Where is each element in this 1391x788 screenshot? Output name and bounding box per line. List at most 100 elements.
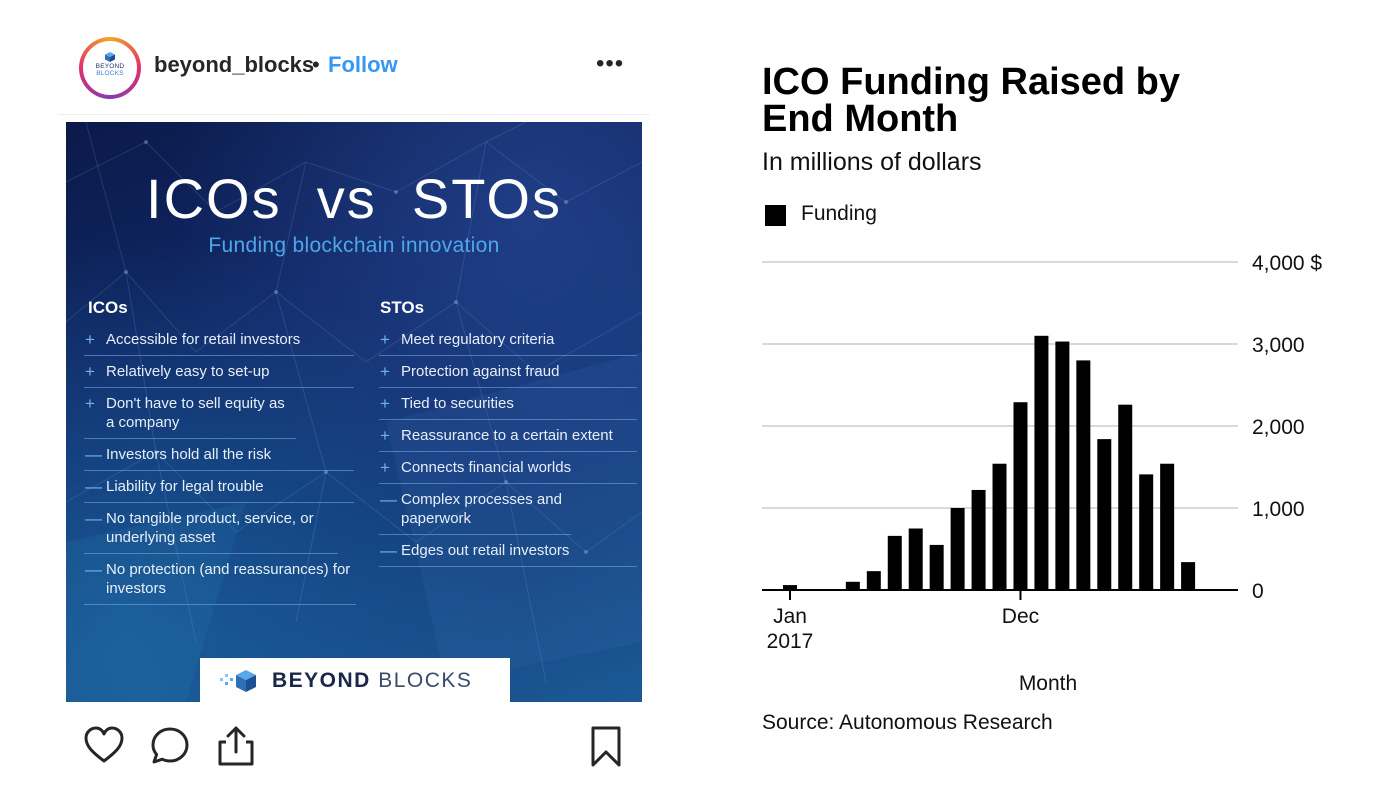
bar xyxy=(1139,474,1154,590)
brand-word-beyond: BEYOND xyxy=(272,669,371,692)
bar xyxy=(1034,335,1049,590)
list-item: + Connects financial worlds xyxy=(379,452,637,484)
icos-list: + Accessible for retail investors + Relati… xyxy=(84,324,356,605)
list-marker: + xyxy=(85,394,95,413)
list-marker: — xyxy=(380,490,397,509)
bar xyxy=(1160,463,1175,590)
image-title: ICOs vs STOs xyxy=(146,167,562,230)
avatar-label-line1: BEYOND xyxy=(95,63,125,70)
list-marker: + xyxy=(380,426,390,445)
list-item: — Liability for legal trouble xyxy=(84,471,354,503)
y-tick-label: 0 xyxy=(1252,580,1264,603)
username-link[interactable]: beyond_blocks xyxy=(154,52,315,77)
network-background-pattern xyxy=(66,122,642,702)
list-item: + Relatively easy to set-up xyxy=(84,356,354,388)
bar xyxy=(950,508,965,590)
list-marker: + xyxy=(380,362,390,381)
list-item: + Reassurance to a certain extent xyxy=(379,420,637,452)
list-item-text: Complex processes and paperwork xyxy=(401,491,562,527)
chart-panel: ICO Funding Raised by End Month In milli… xyxy=(760,60,1370,760)
separator-dot: • xyxy=(312,52,320,77)
more-options-icon[interactable]: ••• xyxy=(596,50,625,77)
brand-word-blocks: BLOCKS xyxy=(378,669,473,692)
list-item-text: No tangible product, service, or underly… xyxy=(106,510,314,546)
list-item: — Investors hold all the risk xyxy=(84,439,354,471)
bar xyxy=(887,535,902,590)
list-item-text: No protection (and reassurances) for inv… xyxy=(106,561,351,597)
bar xyxy=(929,544,944,590)
list-item-text: Relatively easy to set-up xyxy=(106,363,270,380)
list-item: + Meet regulatory criteria xyxy=(379,324,637,356)
bar xyxy=(971,489,986,590)
bar xyxy=(908,528,923,590)
list-item: + Tied to securities xyxy=(379,388,637,420)
bar xyxy=(1055,341,1070,590)
avatar-image: BEYOND BLOCKS xyxy=(83,41,137,95)
avatar[interactable]: BEYOND BLOCKS xyxy=(79,37,141,99)
list-item-text: Don't have to sell equity as a company xyxy=(106,395,285,431)
icos-heading: ICOs xyxy=(88,298,128,317)
bar xyxy=(783,585,797,590)
list-marker: + xyxy=(380,330,390,349)
heart-icon[interactable] xyxy=(82,724,126,768)
list-item-text: Meet regulatory criteria xyxy=(401,331,555,348)
x-tick-label: Dec xyxy=(1002,605,1039,628)
post-header: BEYOND BLOCKS beyond_blocks • Follow ••• xyxy=(58,28,650,115)
list-item-text: Protection against fraud xyxy=(401,363,560,380)
legend-swatch xyxy=(765,205,786,226)
list-marker: — xyxy=(85,445,102,464)
logo-cube-icon xyxy=(105,52,115,62)
list-marker: — xyxy=(85,560,102,579)
post-image[interactable]: ICOs vs STOs Funding blockchain innovati… xyxy=(66,122,642,702)
brand-footer: BEYOND BLOCKS xyxy=(200,658,510,702)
list-item-text: Liability for legal trouble xyxy=(106,478,264,495)
follow-button[interactable]: Follow xyxy=(328,52,398,77)
list-item: — No protection (and reassurances) for in… xyxy=(84,554,356,605)
list-item-text: Reassurance to a certain extent xyxy=(401,427,613,444)
list-item-text: Edges out retail investors xyxy=(401,542,570,559)
chart-title: ICO Funding Raised by End Month xyxy=(762,61,1181,140)
instagram-post: BEYOND BLOCKS beyond_blocks • Follow ••• xyxy=(58,28,650,788)
list-item: — Complex processes and paperwork xyxy=(379,484,571,535)
bar xyxy=(1097,439,1112,590)
image-subtitle: Funding blockchain innovation xyxy=(208,234,500,257)
x-tick-label: Jan xyxy=(773,605,807,628)
list-item: + Accessible for retail investors xyxy=(84,324,354,356)
bar xyxy=(1076,360,1091,590)
list-marker: — xyxy=(380,541,397,560)
list-marker: + xyxy=(85,362,95,381)
list-item-text: Investors hold all the risk xyxy=(106,446,272,463)
list-item-text: Connects financial worlds xyxy=(401,459,572,476)
logo-cube-icon xyxy=(220,670,256,692)
stos-list: + Meet regulatory criteria + Protection ag… xyxy=(379,324,637,567)
share-upload-icon[interactable] xyxy=(214,724,258,768)
list-item: + Protection against fraud xyxy=(379,356,637,388)
y-tick-label: 1,000 xyxy=(1252,498,1305,521)
brand-name: BEYOND BLOCKS xyxy=(272,669,472,693)
list-item-text: Accessible for retail investors xyxy=(106,331,301,348)
y-tick-label: 3,000 xyxy=(1252,334,1305,357)
comment-bubble-icon[interactable] xyxy=(148,724,192,768)
list-item: — No tangible product, service, or underl… xyxy=(84,503,338,554)
bar xyxy=(1118,404,1133,590)
bar xyxy=(845,581,860,590)
y-tick-label: 2,000 xyxy=(1252,416,1305,439)
avatar-label-line2: BLOCKS xyxy=(96,70,124,77)
post-actions-bar xyxy=(58,718,650,778)
y-tick-label: 4,000 $ xyxy=(1252,252,1322,275)
chart-source: Source: Autonomous Research xyxy=(762,711,1053,734)
list-item: + Don't have to sell equity as a company xyxy=(84,388,296,439)
bookmark-icon[interactable] xyxy=(584,724,628,768)
list-marker: + xyxy=(380,394,390,413)
list-marker: — xyxy=(85,509,102,528)
bar xyxy=(866,571,881,590)
chart-subtitle: In millions of dollars xyxy=(762,148,982,176)
bar xyxy=(1181,562,1196,590)
legend-label: Funding xyxy=(801,202,877,225)
list-marker: — xyxy=(85,477,102,496)
stos-heading: STOs xyxy=(380,298,425,317)
x-tick-label-year: 2017 xyxy=(767,630,814,653)
list-marker: + xyxy=(380,458,390,477)
list-item: — Edges out retail investors xyxy=(379,535,637,567)
